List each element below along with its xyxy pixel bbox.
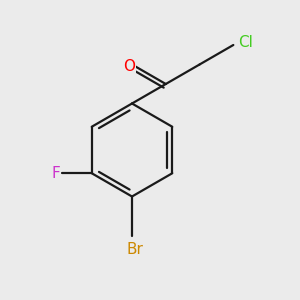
Text: Cl: Cl [238, 34, 253, 50]
Text: O: O [123, 58, 135, 74]
Text: F: F [51, 166, 60, 181]
Text: Br: Br [127, 242, 143, 256]
